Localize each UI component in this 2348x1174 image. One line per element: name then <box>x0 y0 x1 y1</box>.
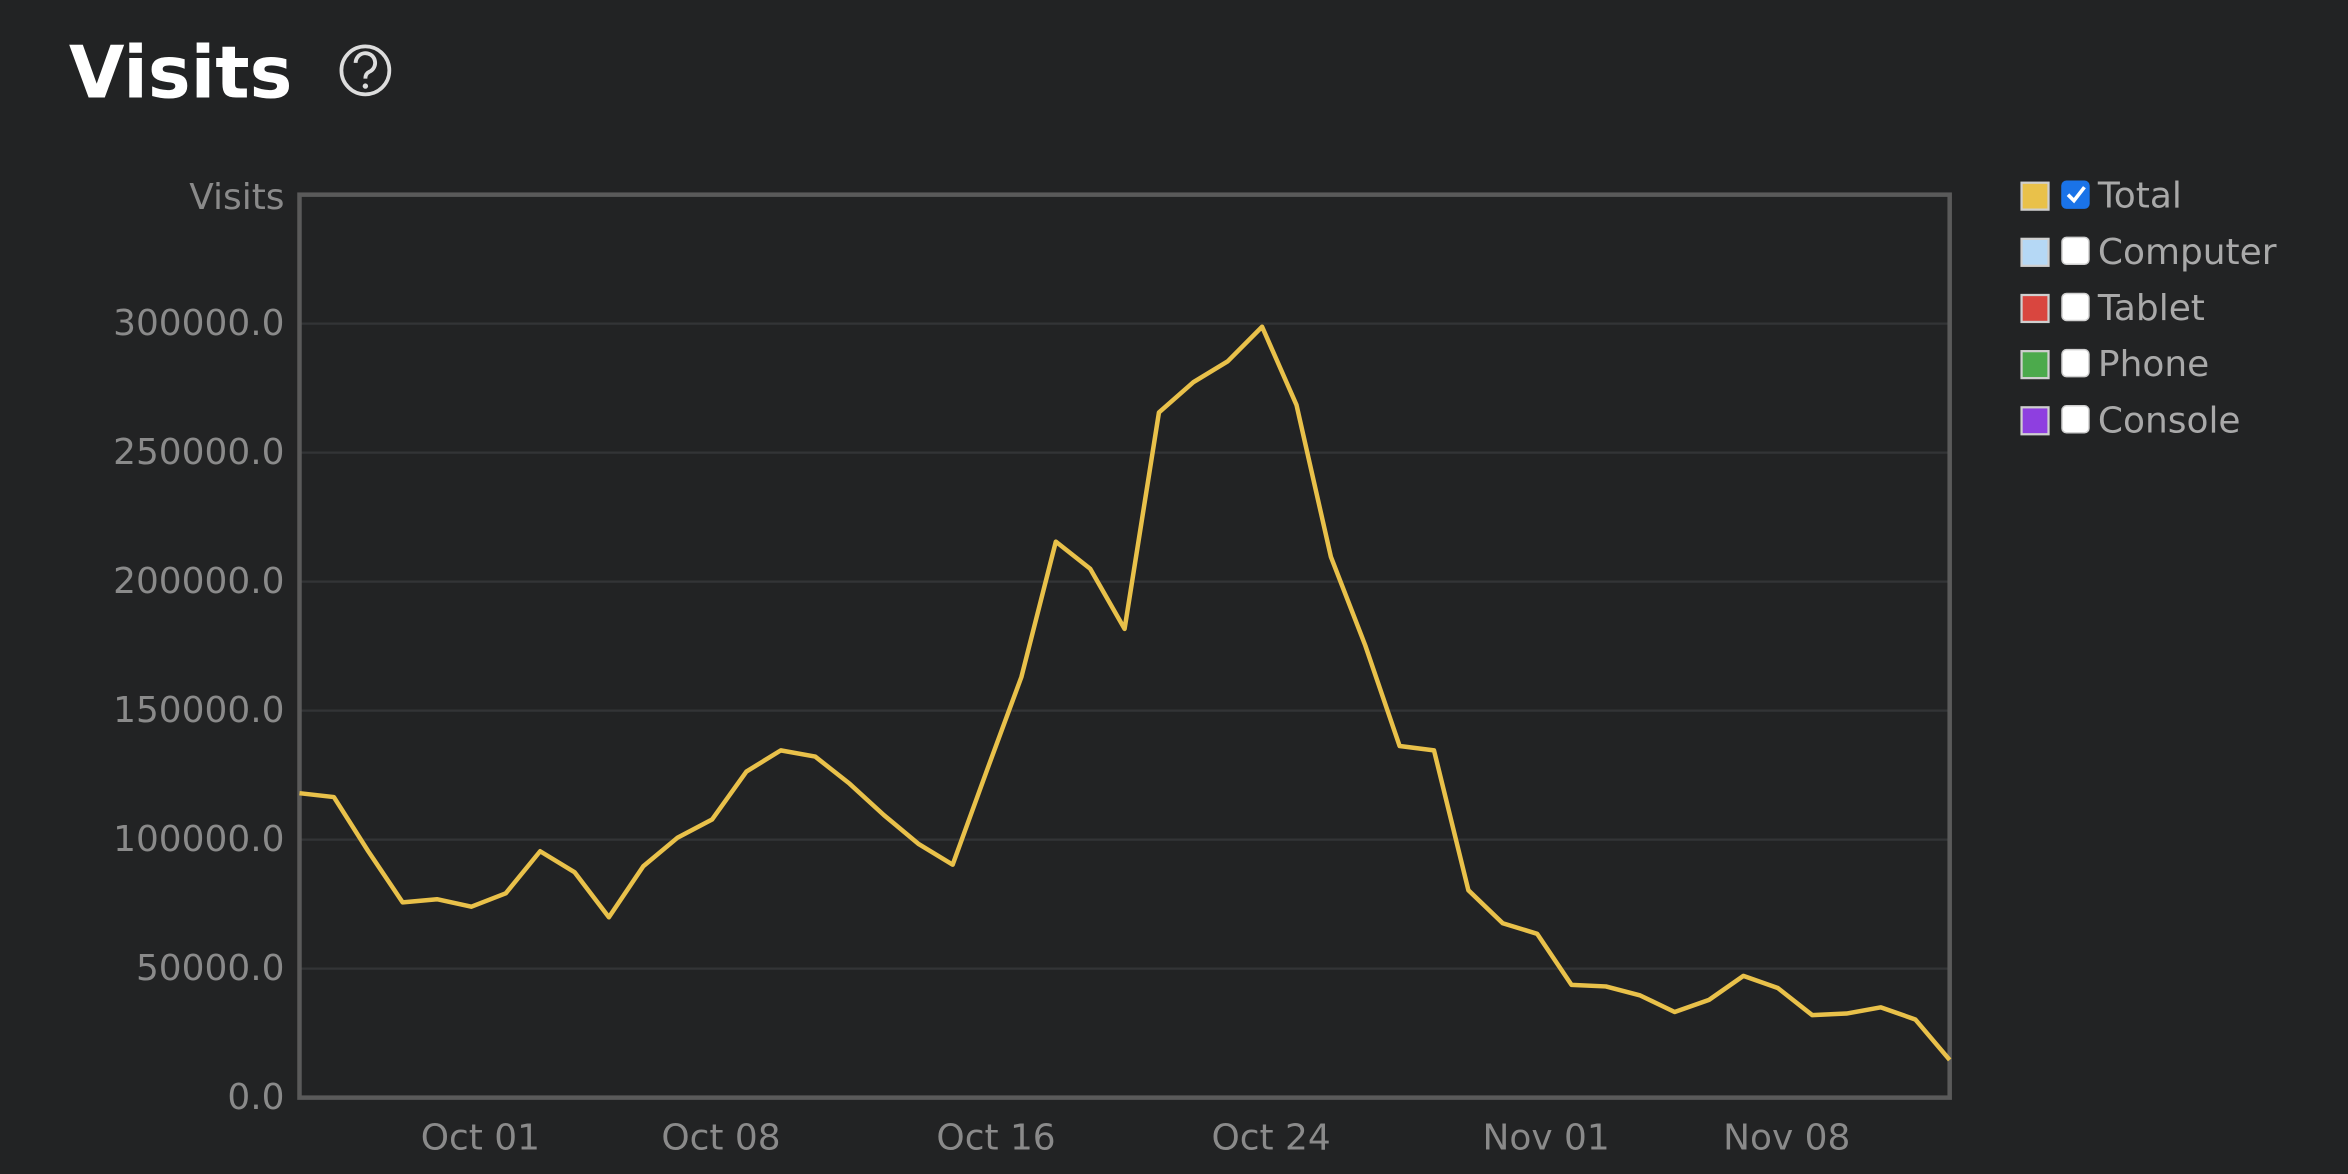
legend-checkbox[interactable] <box>2061 180 2090 209</box>
legend-swatch <box>2020 350 2050 380</box>
x-tick-label: Nov 01 <box>1482 1118 1609 1159</box>
x-tick-label: Oct 08 <box>661 1118 780 1159</box>
y-tick-label: 100000.0 <box>113 819 284 860</box>
x-tick-label: Oct 01 <box>421 1118 540 1159</box>
legend-label[interactable]: Phone <box>2098 344 2209 385</box>
legend-checkbox[interactable] <box>2061 405 2090 434</box>
y-tick-label: 150000.0 <box>113 690 284 731</box>
x-tick-label: Oct 24 <box>1211 1118 1330 1159</box>
y-tick-label: 250000.0 <box>113 432 284 473</box>
x-tick-label: Oct 16 <box>936 1118 1055 1159</box>
legend-checkbox[interactable] <box>2061 348 2090 378</box>
chart-title: Visits <box>69 30 293 114</box>
help-icon[interactable] <box>339 44 392 97</box>
plot-frame <box>297 192 1952 1100</box>
legend-checkbox[interactable] <box>2061 292 2090 322</box>
legend-swatch <box>2020 293 2050 324</box>
checkmark[interactable] <box>2066 186 2086 204</box>
legend-label[interactable]: Total <box>2097 176 2182 217</box>
legend-label[interactable]: Tablet <box>2097 288 2205 329</box>
legend-swatch <box>2020 406 2050 436</box>
x-tick-label: Nov 08 <box>1723 1118 1850 1159</box>
y-tick-label: 200000.0 <box>113 561 284 602</box>
y-tick-label: 0.0 <box>227 1077 284 1118</box>
legend-swatch <box>2020 181 2050 211</box>
legend-swatch <box>2020 237 2050 267</box>
y-axis-title: Visits <box>189 177 284 218</box>
y-tick-label: 300000.0 <box>113 303 284 344</box>
legend-checkbox[interactable] <box>2061 236 2090 266</box>
data-line <box>299 324 1952 1062</box>
legend-label[interactable]: Computer <box>2098 232 2277 273</box>
legend: Total Computer Tablet Phone Console <box>2020 176 2277 441</box>
series-layer <box>299 324 1952 1062</box>
y-tick-label: 50000.0 <box>136 948 285 989</box>
legend-label[interactable]: Console <box>2098 400 2241 441</box>
